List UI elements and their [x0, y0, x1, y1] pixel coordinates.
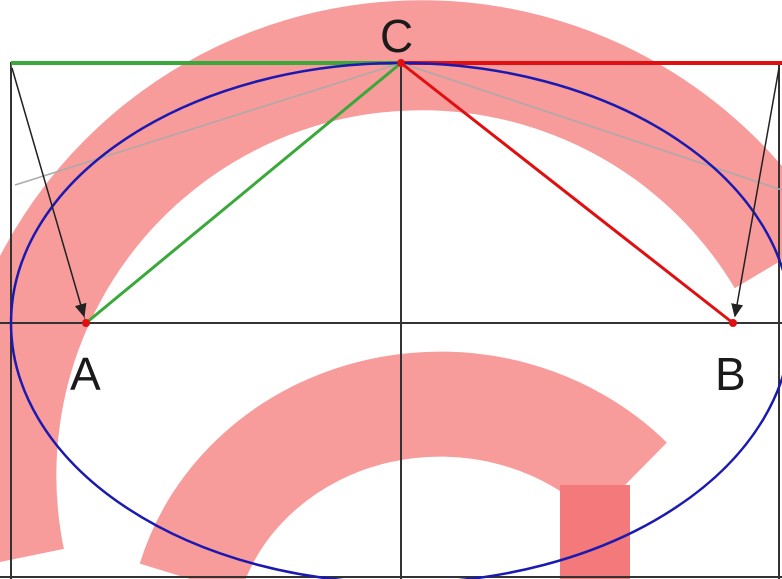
arrow-to-a [11, 67, 87, 318]
label-a: A [70, 348, 101, 400]
arrow-to-b [731, 67, 780, 318]
axes [0, 62, 782, 579]
line-c-to-a [85, 61, 402, 325]
label-c: C [380, 10, 413, 62]
point-b [729, 319, 737, 327]
line-c-to-b [400, 61, 734, 325]
point-a [82, 319, 90, 327]
point-c [397, 59, 405, 67]
label-b: B [715, 348, 746, 400]
